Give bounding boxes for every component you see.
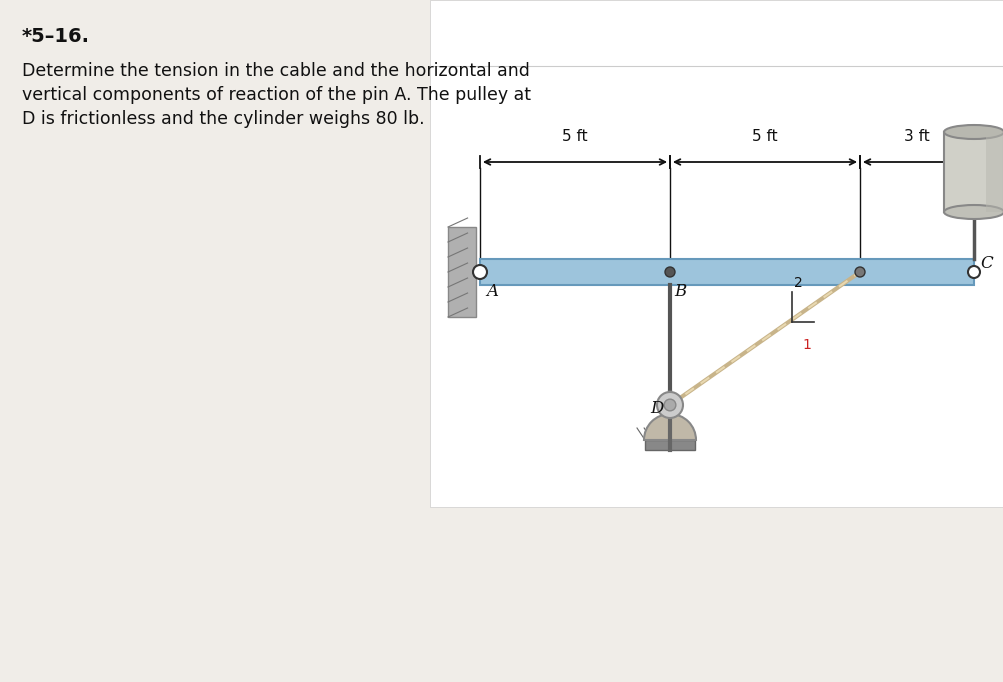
- Ellipse shape: [943, 125, 1003, 139]
- Text: *5–16.: *5–16.: [22, 27, 90, 46]
- Bar: [985, 132, 1003, 212]
- Circle shape: [855, 267, 865, 277]
- Circle shape: [967, 266, 979, 278]
- Text: 1: 1: [801, 338, 810, 352]
- Text: D is frictionless and the cylinder weighs 80 lb.: D is frictionless and the cylinder weigh…: [22, 110, 424, 128]
- Text: 5 ft: 5 ft: [562, 129, 587, 144]
- Text: 3 ft: 3 ft: [904, 129, 929, 144]
- Bar: [943, 132, 1003, 212]
- Bar: [644, 440, 694, 450]
- Bar: [447, 227, 475, 317]
- Bar: [479, 259, 973, 285]
- Text: vertical components of reaction of the pin A. The pulley at: vertical components of reaction of the p…: [22, 86, 531, 104]
- Text: D: D: [649, 400, 663, 417]
- Bar: [429, 0, 1003, 507]
- Ellipse shape: [943, 205, 1003, 219]
- Circle shape: [664, 399, 675, 411]
- Circle shape: [664, 267, 674, 277]
- Text: C: C: [979, 255, 992, 272]
- Circle shape: [656, 392, 682, 418]
- Text: A: A: [485, 283, 497, 300]
- Wedge shape: [643, 414, 695, 440]
- Text: B: B: [673, 283, 686, 300]
- Text: 5 ft: 5 ft: [751, 129, 777, 144]
- Text: 2: 2: [793, 276, 802, 290]
- Circle shape: [472, 265, 486, 279]
- Text: Determine the tension in the cable and the horizontal and: Determine the tension in the cable and t…: [22, 62, 530, 80]
